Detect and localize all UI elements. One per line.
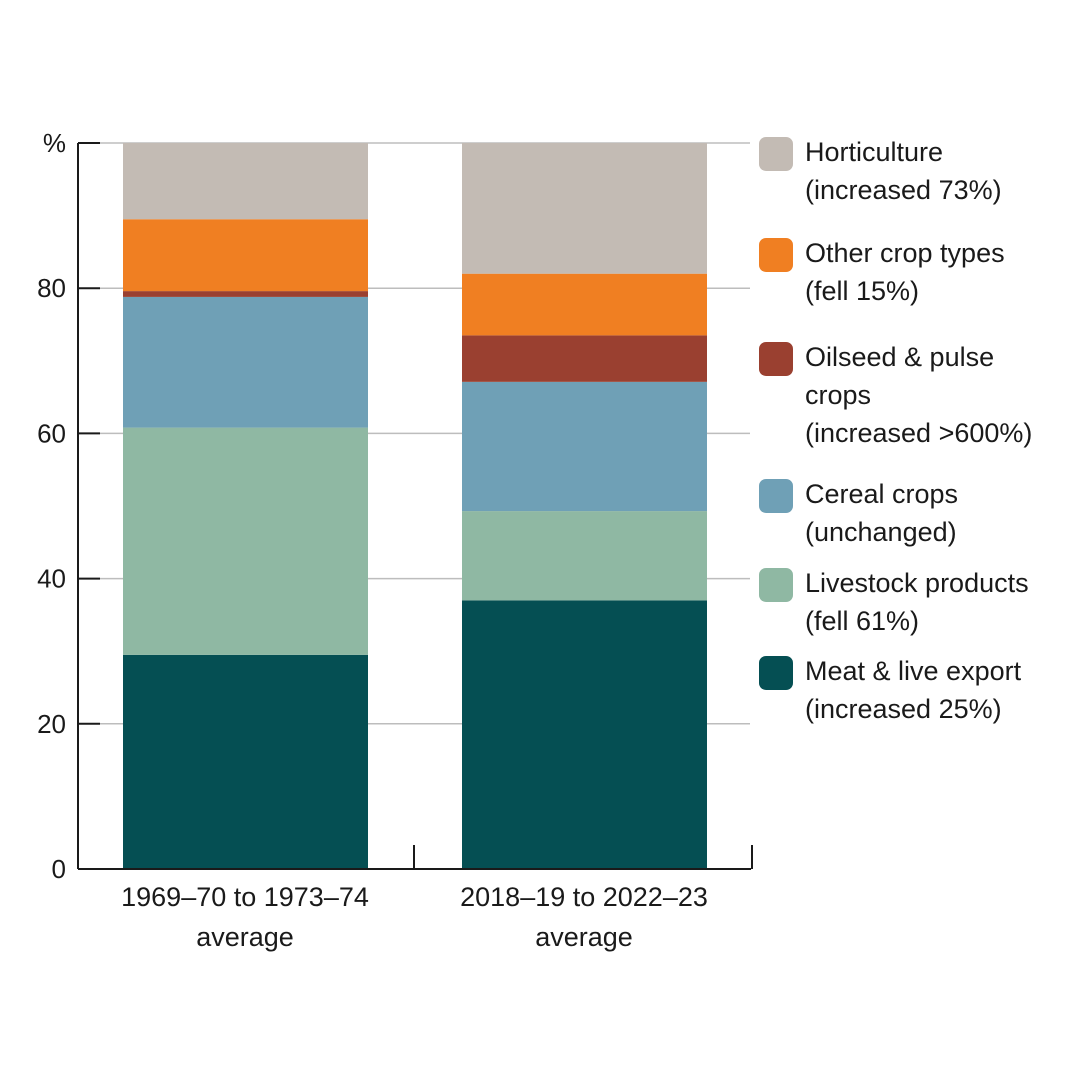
bar-segment bbox=[123, 143, 368, 220]
y-unit-label: % bbox=[43, 128, 66, 158]
bar-segment bbox=[462, 381, 707, 512]
legend-label: (fell 15%) bbox=[805, 276, 919, 306]
legend-swatch bbox=[759, 656, 793, 690]
bar-segment bbox=[123, 296, 368, 428]
x-category-label: average bbox=[535, 922, 633, 952]
legend-label: (increased >600%) bbox=[805, 418, 1032, 448]
legend-label: Cereal crops bbox=[805, 479, 958, 509]
legend-label: (unchanged) bbox=[805, 517, 957, 547]
legend-label: (increased 73%) bbox=[805, 175, 1002, 205]
legend-label: (increased 25%) bbox=[805, 694, 1002, 724]
x-category-label: 2018–19 to 2022–23 bbox=[460, 882, 708, 912]
legend-label: crops bbox=[805, 380, 871, 410]
y-tick-label: 60 bbox=[37, 418, 66, 448]
bar-segment bbox=[462, 600, 707, 869]
bar-segment bbox=[123, 427, 368, 655]
bars bbox=[123, 143, 707, 869]
bar-segment bbox=[462, 335, 707, 382]
y-tick-label: 40 bbox=[37, 564, 66, 594]
legend-label: Livestock products bbox=[805, 568, 1029, 598]
legend-swatch bbox=[759, 342, 793, 376]
legend-swatch bbox=[759, 137, 793, 171]
bar-segment bbox=[462, 273, 707, 336]
legend-label: Horticulture bbox=[805, 137, 943, 167]
bar-segment bbox=[462, 511, 707, 601]
axes bbox=[77, 142, 753, 870]
bar-segment bbox=[123, 654, 368, 869]
legend-label: (fell 61%) bbox=[805, 606, 919, 636]
axis-labels: 0 20 40 60 80% 1969–70 to 1973–74 average 2018–… bbox=[37, 128, 708, 952]
bar-segment bbox=[462, 143, 707, 274]
y-tick-label: 0 bbox=[52, 854, 66, 884]
x-category-label: average bbox=[196, 922, 294, 952]
legend-swatch bbox=[759, 238, 793, 272]
bar-segment bbox=[123, 291, 368, 297]
y-tick-label: 20 bbox=[37, 709, 66, 739]
legend-label: Meat & live export bbox=[805, 656, 1022, 686]
legend-swatch bbox=[759, 568, 793, 602]
legend-label: Oilseed & pulse bbox=[805, 342, 994, 372]
legend-label: Other crop types bbox=[805, 238, 1005, 268]
y-tick-label: 80 bbox=[37, 273, 66, 303]
legend-swatch bbox=[759, 479, 793, 513]
x-category-label: 1969–70 to 1973–74 bbox=[121, 882, 369, 912]
legend: Horticulture (increased 73%) Other crop ty… bbox=[759, 137, 1032, 724]
bar-segment bbox=[123, 219, 368, 292]
